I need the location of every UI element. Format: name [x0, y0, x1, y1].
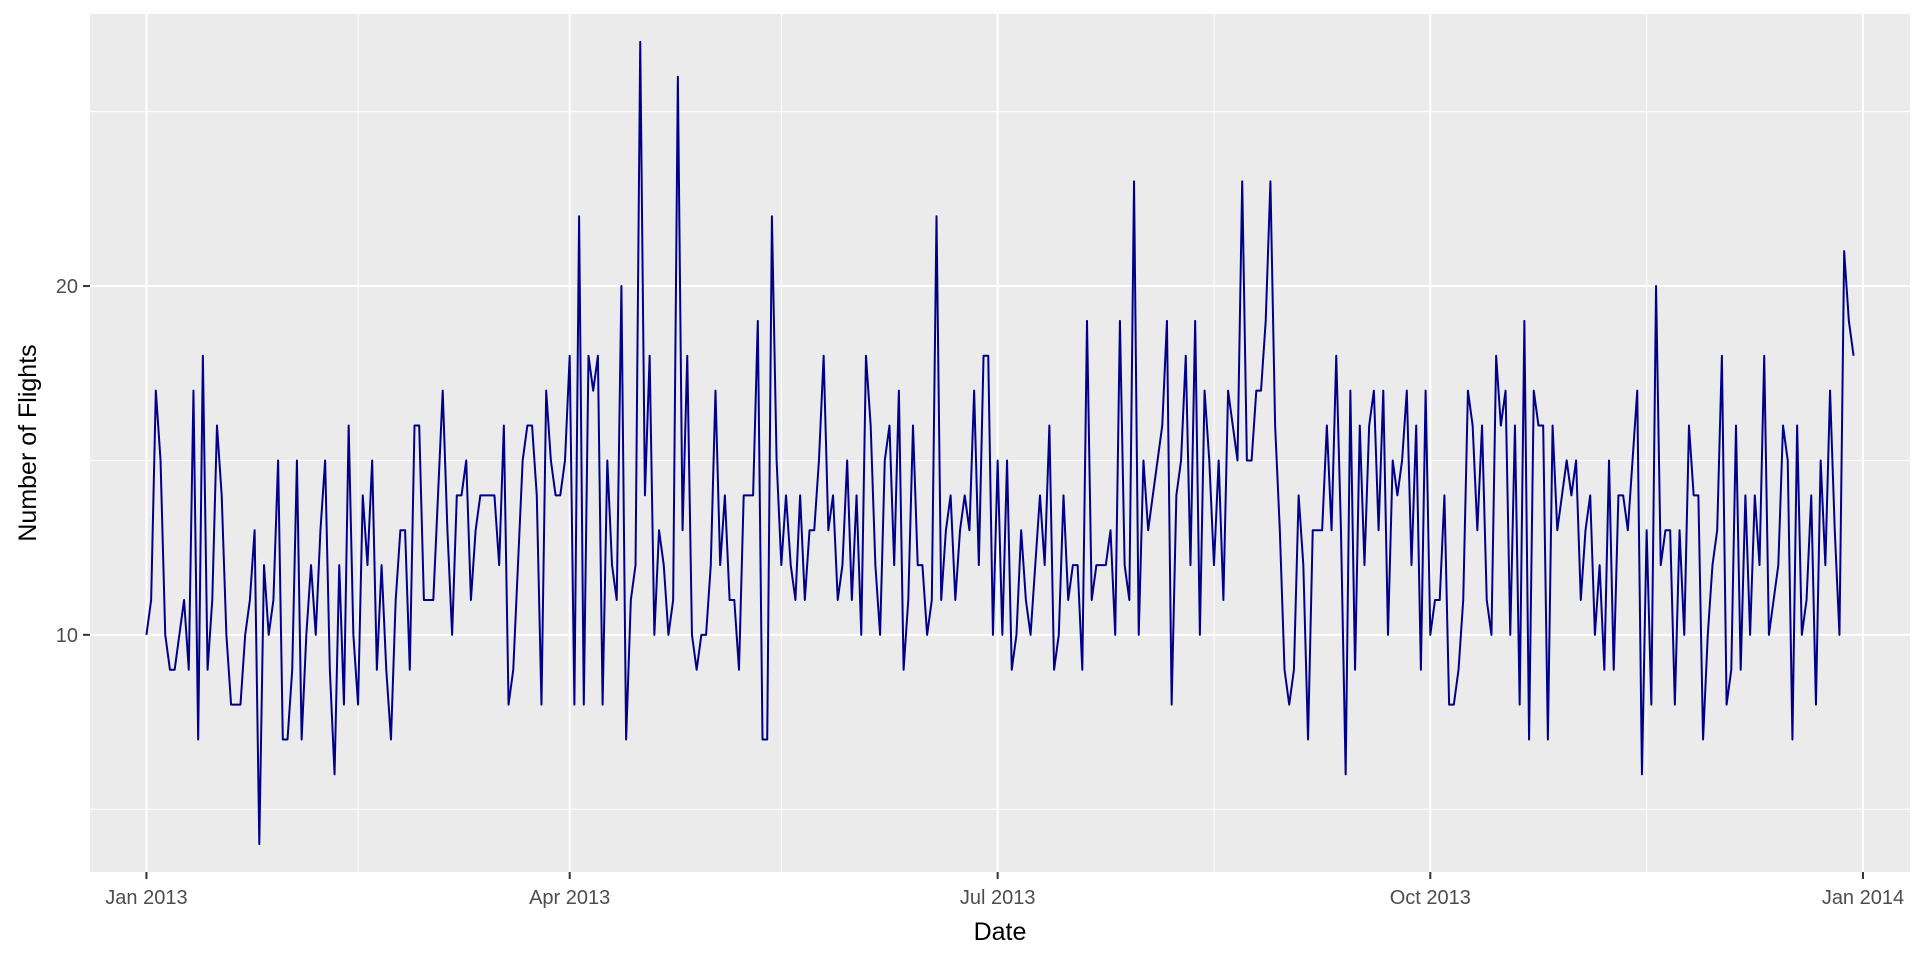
x-tick-label: Jan 2013: [105, 887, 187, 909]
panel-background: [90, 14, 1910, 872]
minor-gridlines: [90, 14, 1910, 872]
x-tick-label: Jan 2014: [1822, 887, 1904, 909]
x-tick-label: Jul 2013: [960, 887, 1036, 909]
y-axis-title: Number of Flights: [14, 344, 42, 541]
y-tick-label: 20: [56, 276, 78, 298]
axis-ticks: [83, 285, 1864, 879]
y-tick-labels: 10 20: [56, 276, 78, 647]
series-line: [145, 40, 1855, 846]
y-tick-label: 10: [56, 625, 78, 647]
major-gridlines: [90, 14, 1910, 872]
x-tick-labels: Jan 2013 Apr 2013 Jul 2013 Oct 2013 Jan 2014: [105, 887, 1904, 909]
series-layer: [145, 40, 1855, 846]
x-axis-title: Date: [974, 918, 1027, 946]
x-tick-label: Oct 2013: [1390, 887, 1471, 909]
x-tick-label: Apr 2013: [529, 887, 610, 909]
